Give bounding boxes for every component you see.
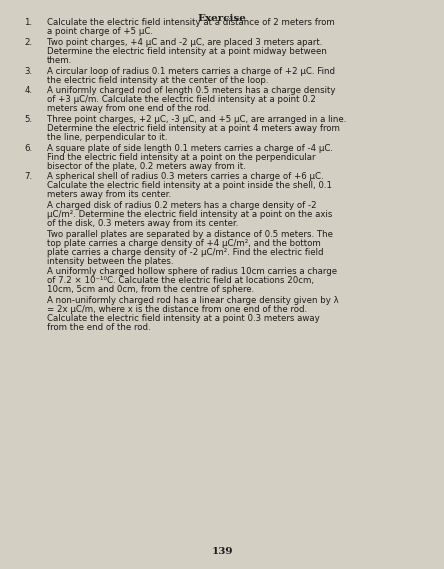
Text: A non-uniformly charged rod has a linear charge density given by λ: A non-uniformly charged rod has a linear… [47,296,338,305]
Text: plate carries a charge density of -2 μC/m². Find the electric field: plate carries a charge density of -2 μC/… [47,248,323,257]
Text: 2.: 2. [24,38,32,47]
Text: A charged disk of radius 0.2 meters has a charge density of -2: A charged disk of radius 0.2 meters has … [47,201,316,210]
Text: A uniformly charged hollow sphere of radius 10cm carries a charge: A uniformly charged hollow sphere of rad… [47,267,337,277]
Text: A spherical shell of radius 0.3 meters carries a charge of +6 μC.: A spherical shell of radius 0.3 meters c… [47,172,323,182]
Text: 7.: 7. [24,172,32,182]
Text: Three point charges, +2 μC, -3 μC, and +5 μC, are arranged in a line.: Three point charges, +2 μC, -3 μC, and +… [47,115,346,124]
Text: 5.: 5. [24,115,32,124]
Text: Calculate the electric field intensity at a point inside the shell, 0.1: Calculate the electric field intensity a… [47,182,332,190]
Text: meters away from one end of the rod.: meters away from one end of the rod. [47,104,211,113]
Text: Determine the electric field intensity at a point midway between: Determine the electric field intensity a… [47,47,326,56]
Text: Exercise: Exercise [198,14,246,23]
Text: 4.: 4. [24,86,32,95]
Text: 139: 139 [211,547,233,556]
Text: a point charge of +5 μC.: a point charge of +5 μC. [47,27,153,36]
Text: intensity between the plates.: intensity between the plates. [47,257,173,266]
Text: A circular loop of radius 0.1 meters carries a charge of +2 μC. Find: A circular loop of radius 0.1 meters car… [47,67,335,76]
Text: top plate carries a charge density of +4 μC/m², and the bottom: top plate carries a charge density of +4… [47,238,321,248]
Text: Determine the electric field intensity at a point 4 meters away from: Determine the electric field intensity a… [47,124,340,133]
Text: Two point charges, +4 μC and -2 μC, are placed 3 meters apart.: Two point charges, +4 μC and -2 μC, are … [47,38,322,47]
Text: A uniformly charged rod of length 0.5 meters has a charge density: A uniformly charged rod of length 0.5 me… [47,86,335,95]
Text: Two parallel plates are separated by a distance of 0.5 meters. The: Two parallel plates are separated by a d… [47,230,333,238]
Text: 1.: 1. [24,18,32,27]
Text: Calculate the electric field intensity at a point 0.3 meters away: Calculate the electric field intensity a… [47,314,319,323]
Text: bisector of the plate, 0.2 meters away from it.: bisector of the plate, 0.2 meters away f… [47,162,246,171]
Text: of 7.2 × 10⁻¹⁰C. Calculate the electric field at locations 20cm,: of 7.2 × 10⁻¹⁰C. Calculate the electric … [47,277,313,285]
Text: μC/m². Determine the electric field intensity at a point on the axis: μC/m². Determine the electric field inte… [47,210,332,219]
Text: meters away from its center.: meters away from its center. [47,190,171,199]
Text: Find the electric field intensity at a point on the perpendicular: Find the electric field intensity at a p… [47,152,315,162]
Text: = 2x μC/m, where x is the distance from one end of the rod.: = 2x μC/m, where x is the distance from … [47,305,307,314]
Text: A square plate of side length 0.1 meters carries a charge of -4 μC.: A square plate of side length 0.1 meters… [47,143,333,152]
Text: from the end of the rod.: from the end of the rod. [47,323,150,332]
Text: 6.: 6. [24,143,32,152]
Text: of +3 μC/m. Calculate the electric field intensity at a point 0.2: of +3 μC/m. Calculate the electric field… [47,95,316,104]
Text: of the disk, 0.3 meters away from its center.: of the disk, 0.3 meters away from its ce… [47,219,238,228]
Text: 3.: 3. [24,67,32,76]
Text: Calculate the electric field intensity at a distance of 2 meters from: Calculate the electric field intensity a… [47,18,334,27]
Text: the electric field intensity at the center of the loop.: the electric field intensity at the cent… [47,76,268,85]
Text: the line, perpendicular to it.: the line, perpendicular to it. [47,133,167,142]
Text: them.: them. [47,56,72,65]
Text: 10cm, 5cm and 0cm, from the centre of sphere.: 10cm, 5cm and 0cm, from the centre of sp… [47,285,254,294]
